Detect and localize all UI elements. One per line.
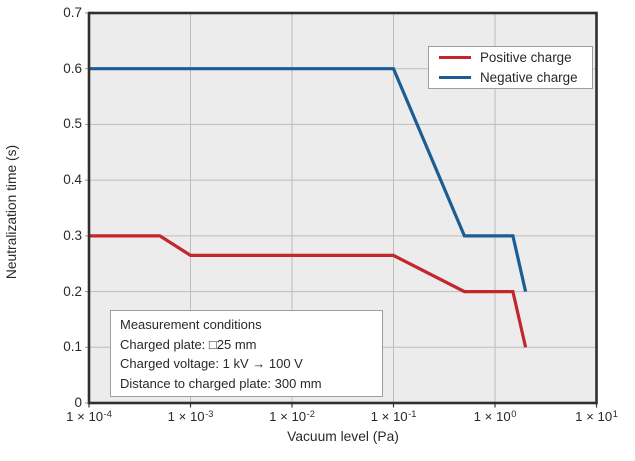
- condition-charged-voltage: Charged voltage: 1 kV → 100 V: [120, 356, 303, 371]
- legend-item-negative-charge: Negative charge: [439, 70, 592, 86]
- y-tick-label: 0.4: [63, 172, 82, 188]
- plot-border: [87, 11, 598, 405]
- y-tick-label: 0: [74, 395, 82, 410]
- positive-charge-line-swatch: [439, 55, 471, 60]
- legend-item-positive-charge: Positive charge: [439, 50, 592, 66]
- y-axis-title: Neutralization time (s): [4, 144, 19, 280]
- y-tick-label: 0.2: [63, 283, 82, 299]
- legend: Positive charge Negative charge: [428, 46, 593, 89]
- x-tick-label: 1 × 100: [473, 408, 517, 424]
- negative-charge-line-swatch: [439, 75, 471, 80]
- x-tick-label: 1 × 10-3: [167, 408, 214, 424]
- legend-label: Negative charge: [480, 70, 578, 85]
- x-tick-label: 1 × 10-2: [269, 408, 315, 424]
- x-axis-title: Vacuum level (Pa): [287, 429, 399, 444]
- measurement-conditions-box: Measurement conditions Charged plate: □2…: [110, 310, 383, 397]
- series-line-negative-charge: [89, 67, 528, 292]
- y-tick-label: 0.5: [63, 116, 82, 132]
- y-tick-label: 0.6: [63, 60, 82, 76]
- measurement-conditions-title: Measurement conditions: [120, 317, 262, 332]
- condition-charged-plate: Charged plate: □25 mm: [120, 336, 257, 352]
- x-tick-label: 1 × 101: [575, 408, 618, 424]
- x-tick-label: 1 × 10-1: [370, 408, 417, 424]
- y-tick-label: 0.3: [63, 227, 82, 243]
- series-line-positive-charge: [89, 234, 528, 348]
- condition-distance: Distance to charged plate: 300 mm: [120, 375, 322, 391]
- y-tick-label: 0.7: [63, 5, 82, 20]
- y-tick-label: 0.1: [63, 339, 82, 355]
- x-tick-label: 1 × 10-4: [66, 408, 112, 424]
- legend-label: Positive charge: [480, 50, 572, 65]
